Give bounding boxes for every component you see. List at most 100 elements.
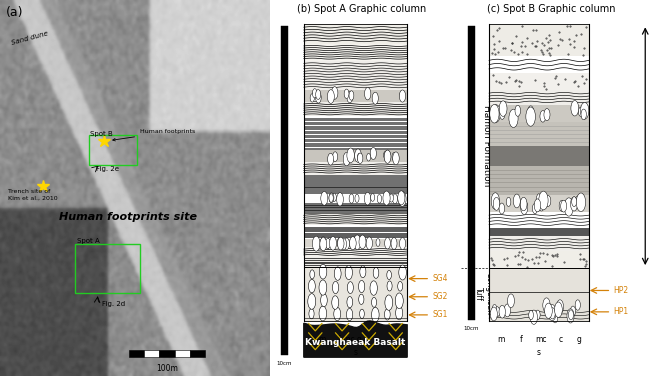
Bar <box>89 135 138 165</box>
Text: Songaksan
Tuff: Songaksan Tuff <box>474 273 494 315</box>
Text: Spot A: Spot A <box>77 238 99 244</box>
Circle shape <box>332 296 339 309</box>
Circle shape <box>384 150 391 163</box>
Circle shape <box>332 281 339 294</box>
Circle shape <box>358 153 363 164</box>
Text: s: s <box>537 348 541 357</box>
Text: (b) Spot A Graphic column: (b) Spot A Graphic column <box>297 4 426 14</box>
Circle shape <box>543 298 550 312</box>
Text: Trench site of
Kim et al., 2010: Trench site of Kim et al., 2010 <box>8 190 58 200</box>
Bar <box>75 244 140 293</box>
Bar <box>281 26 288 355</box>
Text: SG2: SG2 <box>432 292 447 301</box>
Bar <box>304 102 407 117</box>
Circle shape <box>319 306 326 321</box>
Circle shape <box>539 191 548 210</box>
Circle shape <box>569 310 574 320</box>
Circle shape <box>359 294 364 305</box>
Text: SG4: SG4 <box>432 274 448 283</box>
Circle shape <box>312 91 318 102</box>
Circle shape <box>330 237 336 250</box>
Circle shape <box>491 193 500 209</box>
Circle shape <box>392 153 397 161</box>
Circle shape <box>370 147 376 159</box>
Circle shape <box>564 198 573 216</box>
Bar <box>304 202 407 213</box>
Circle shape <box>561 200 567 212</box>
Circle shape <box>580 102 589 119</box>
Circle shape <box>308 294 315 309</box>
Circle shape <box>520 200 528 214</box>
Circle shape <box>347 148 354 163</box>
Bar <box>304 90 407 102</box>
Circle shape <box>389 194 393 202</box>
Bar <box>175 350 190 357</box>
Bar <box>304 24 407 44</box>
Circle shape <box>520 197 527 211</box>
Bar <box>304 225 407 239</box>
Circle shape <box>393 152 399 165</box>
Text: Fig. 2d: Fig. 2d <box>103 302 125 308</box>
Circle shape <box>399 90 406 102</box>
Circle shape <box>345 265 352 280</box>
Circle shape <box>315 92 321 103</box>
Circle shape <box>491 307 497 321</box>
Circle shape <box>337 193 343 206</box>
Bar <box>489 90 589 105</box>
Bar <box>489 212 589 228</box>
Text: 10cm: 10cm <box>464 326 479 331</box>
Text: 100m: 100m <box>156 364 178 373</box>
Circle shape <box>499 305 506 318</box>
Circle shape <box>554 302 562 317</box>
Circle shape <box>528 106 533 118</box>
Text: Human footprints: Human footprints <box>113 129 195 141</box>
Circle shape <box>347 308 352 321</box>
Bar <box>304 194 407 202</box>
Circle shape <box>499 203 504 214</box>
Bar <box>129 350 144 357</box>
Circle shape <box>537 194 541 203</box>
Circle shape <box>540 111 546 122</box>
Circle shape <box>344 89 349 99</box>
Circle shape <box>576 193 585 212</box>
Circle shape <box>400 91 405 100</box>
Circle shape <box>575 300 580 310</box>
Circle shape <box>395 293 403 309</box>
Circle shape <box>355 194 359 202</box>
Circle shape <box>366 237 373 249</box>
Circle shape <box>396 306 402 320</box>
Circle shape <box>386 154 390 162</box>
Bar <box>489 146 589 166</box>
Text: (a): (a) <box>5 6 23 19</box>
Text: Kwanghaeak Basalt: Kwanghaeak Basalt <box>305 338 406 347</box>
Circle shape <box>377 194 382 203</box>
Circle shape <box>367 153 371 161</box>
Bar <box>304 117 407 150</box>
Circle shape <box>372 92 378 104</box>
Text: f mc g: f mc g <box>338 335 362 344</box>
Circle shape <box>499 101 507 117</box>
Circle shape <box>359 235 366 249</box>
Circle shape <box>321 237 326 247</box>
Circle shape <box>334 307 341 321</box>
Circle shape <box>529 311 533 320</box>
Circle shape <box>325 238 330 249</box>
Circle shape <box>329 194 333 202</box>
Circle shape <box>383 191 390 205</box>
Circle shape <box>508 294 515 308</box>
Text: m: m <box>319 335 326 344</box>
Circle shape <box>321 294 327 307</box>
Circle shape <box>491 105 500 123</box>
Circle shape <box>385 295 393 310</box>
Circle shape <box>571 100 579 116</box>
Text: Sand dune: Sand dune <box>11 30 49 46</box>
Circle shape <box>350 237 356 250</box>
Circle shape <box>329 193 334 203</box>
Circle shape <box>308 279 315 293</box>
Bar <box>489 56 589 73</box>
Circle shape <box>384 151 387 159</box>
Circle shape <box>328 153 334 165</box>
Circle shape <box>358 153 361 162</box>
Circle shape <box>398 191 406 206</box>
Circle shape <box>349 91 354 100</box>
